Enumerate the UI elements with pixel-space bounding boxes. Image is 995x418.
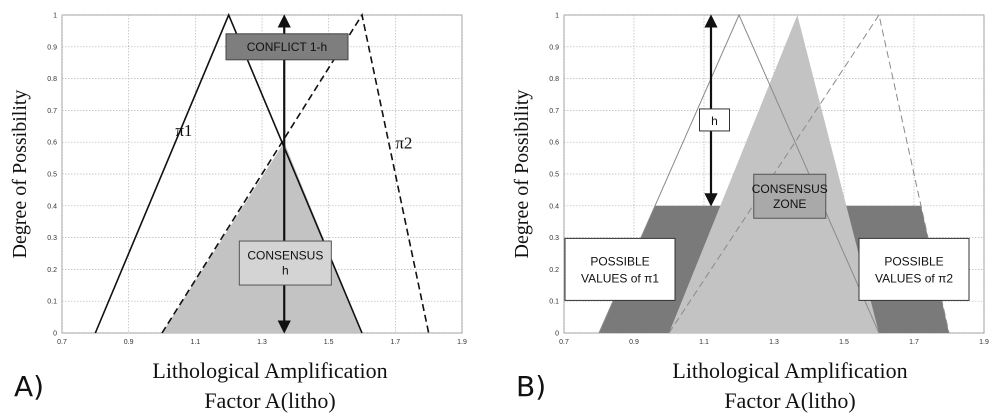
y-tick-label: 0: [53, 331, 57, 338]
x-tick-label: 0.9: [124, 339, 134, 346]
annotation-box-bg: [699, 108, 730, 132]
annotation-box-bg: [225, 33, 349, 61]
annotation-text: VALUES of π1: [581, 271, 659, 285]
series-line-1: [94, 12, 363, 334]
y-tick-label: 0.3: [47, 235, 57, 242]
x-axis-label-line1: Lithological Amplification: [152, 358, 387, 383]
panel-label: B): [516, 370, 546, 403]
annotation-box-bg: [753, 173, 827, 219]
series-line-2: [668, 13, 950, 334]
y-tick-label: 0.6: [549, 140, 559, 147]
x-axis-label-line2: Factor A(litho): [204, 388, 335, 413]
x-tick-label: 1.7: [909, 339, 919, 346]
series-line-1: [598, 13, 880, 334]
x-tick-label: 0.7: [559, 339, 569, 346]
x-tick-label: 0.7: [57, 339, 67, 346]
y-tick-label: 0.9: [47, 44, 57, 51]
x-tick-label: 0.9: [629, 339, 639, 346]
annotation-text: POSSIBLE: [590, 254, 649, 268]
x-tick-label: 1.9: [457, 339, 467, 346]
annotation-text: CONFLICT 1-h: [247, 40, 327, 54]
y-tick-label: 0.4: [549, 203, 559, 210]
y-tick-label: 0.4: [47, 203, 57, 210]
y-tick-label: 0.1: [549, 299, 559, 306]
y-tick-label: 0.8: [47, 76, 57, 83]
y-tick-label: 0.7: [549, 108, 559, 115]
y-tick-label: 0.2: [549, 267, 559, 274]
annotation-text: POSSIBLE: [884, 254, 943, 268]
x-tick-label: 1.9: [979, 339, 989, 346]
annotation-box: CONFLICT 1-h: [225, 33, 349, 61]
annotation-text: h: [282, 264, 289, 278]
annotation-text: VALUES of π2: [875, 271, 953, 285]
annotation-box: POSSIBLE VALUES of π1: [564, 237, 676, 301]
annotation-text: ZONE: [773, 197, 806, 211]
y-tick-label: 0: [555, 331, 559, 338]
chart-panel-a: 0 0.1 0.2 0.3 0.4 0.5 0.6 0.7 0.8 0.9 1 0.7 0.9 1.1 1.…: [9, 13, 467, 414]
annotation-box-bg: [238, 240, 332, 286]
series-line-2: [161, 12, 430, 334]
y-tick-label: 0.5: [47, 172, 57, 179]
y-tick-label: 1: [555, 13, 559, 20]
annotation-text: CONSENSUS: [247, 249, 323, 263]
annotation-box-bg: [564, 237, 676, 301]
annotation-text: CONSENSUS: [752, 182, 828, 196]
y-tick-label: 0.1: [47, 299, 57, 306]
y-axis-label: Degree of Possibility: [9, 90, 31, 259]
annotation-box: POSSIBLE VALUES of π2: [858, 237, 970, 301]
y-tick-label: 0.9: [549, 44, 559, 51]
x-tick-label: 1.5: [839, 339, 849, 346]
annotation-text: h: [711, 114, 718, 128]
chart-panel-b: 0 0.1 0.2 0.3 0.4 0.5 0.6 0.7 0.8 0.9 1 0.7 0.9 1.1 1.…: [511, 13, 989, 414]
panel-label: A): [14, 370, 44, 403]
x-axis-label-line1: Lithological Amplification: [672, 358, 907, 383]
x-tick-label: 1.3: [769, 339, 779, 346]
y-tick-label: 0.8: [549, 76, 559, 83]
x-tick-label: 1.1: [190, 339, 200, 346]
x-axis-label-line2: Factor A(litho): [724, 388, 855, 413]
annotation-box: h: [699, 108, 730, 132]
y-tick-label: 0.2: [47, 267, 57, 274]
y-tick-label: 0.7: [47, 108, 57, 115]
x-tick-label: 1.3: [257, 339, 267, 346]
y-tick-label: 0.3: [549, 235, 559, 242]
y-tick-label: 1: [53, 13, 57, 20]
series-label-pi1: π1: [175, 121, 192, 140]
y-tick-label: 0.5: [549, 172, 559, 179]
annotation-box-bg: [858, 237, 970, 301]
y-tick-label: 0.6: [47, 140, 57, 147]
y-axis-label: Degree of Possibility: [511, 90, 533, 259]
x-tick-label: 1.5: [324, 339, 334, 346]
x-tick-label: 1.1: [699, 339, 709, 346]
x-tick-label: 1.7: [390, 339, 400, 346]
series-label-pi2: π2: [395, 134, 412, 153]
